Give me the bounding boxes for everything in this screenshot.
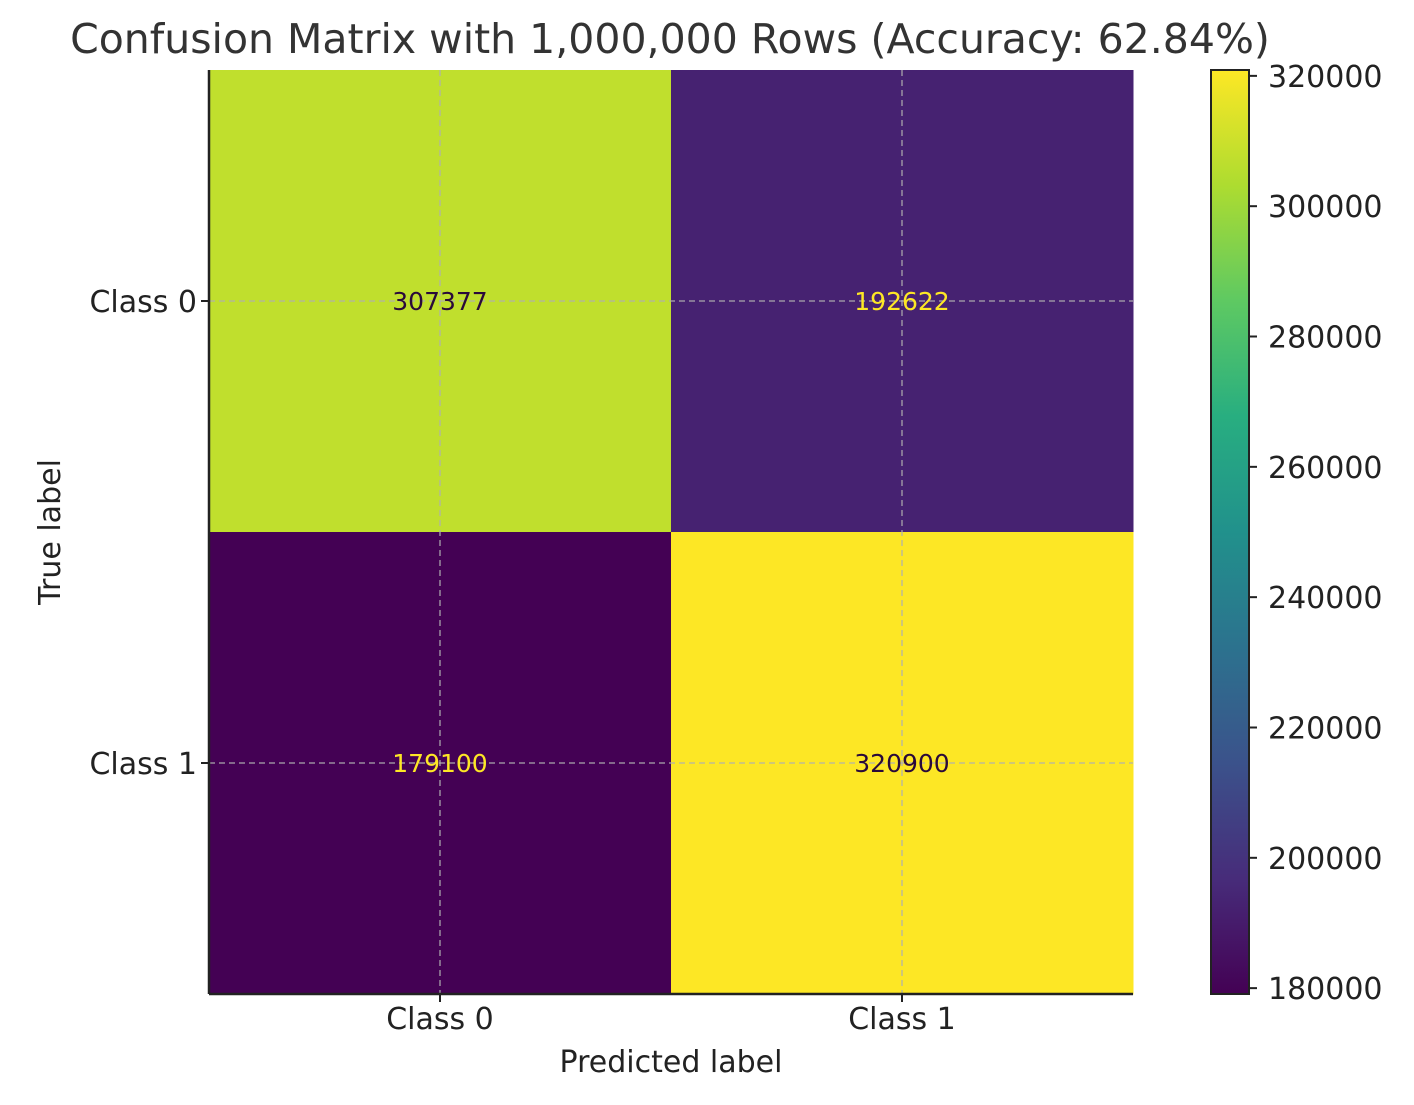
cell-value-label-1-0: 179100	[392, 749, 487, 778]
colorbar-tick-label-6: 300000	[1268, 190, 1383, 225]
x-axis-ticks: Class 0 Class 1	[386, 994, 956, 1037]
colorbar-tick-label-5: 280000	[1268, 321, 1383, 356]
x-tick-label-1: Class 1	[848, 1002, 956, 1037]
y-tick-label-1: Class 1	[89, 747, 197, 782]
grid-lines	[209, 70, 1133, 994]
colorbar-tick-label-0: 180000	[1268, 972, 1383, 1007]
cell-value-label-0-1: 192622	[854, 287, 949, 316]
heatmap-cells	[209, 70, 1134, 995]
y-axis-label: True label	[33, 459, 68, 606]
chart-title: Confusion Matrix with 1,000,000 Rows (Ac…	[70, 15, 1270, 63]
cell-value-label-0-0: 307377	[392, 287, 487, 316]
cell-value-label-1-1: 320900	[854, 749, 949, 778]
x-axis-label: Predicted label	[560, 1045, 783, 1080]
colorbar	[1210, 69, 1250, 995]
colorbar-tick-label-2: 220000	[1268, 711, 1383, 746]
colorbar-tick-label-3: 240000	[1268, 581, 1383, 616]
colorbar-tick-label-4: 260000	[1268, 451, 1383, 486]
colorbar-tick-label-7: 320000	[1268, 60, 1383, 95]
y-tick-label-0: Class 0	[89, 285, 197, 320]
x-tick-label-0: Class 0	[386, 1002, 494, 1037]
colorbar-ticks: 180000 200000 220000 240000 260000 280000 3000…	[1249, 60, 1383, 1007]
colorbar-tick-label-1: 200000	[1268, 842, 1383, 877]
cell-value-labels: 307377 192622 179100 320900	[392, 287, 949, 778]
y-axis-ticks: Class 0 Class 1	[89, 285, 209, 782]
